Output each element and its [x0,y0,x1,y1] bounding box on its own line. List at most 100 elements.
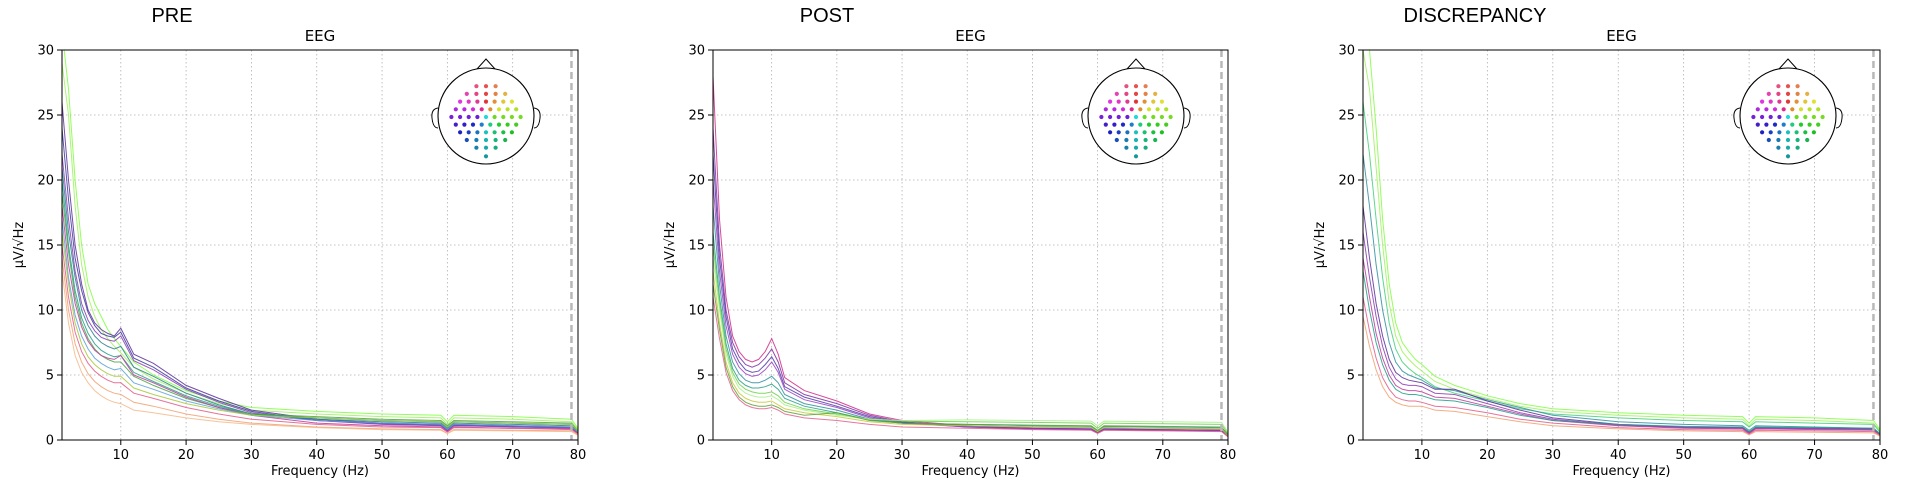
sensor-dot [1785,114,1791,120]
x-tick-label: 60 [439,448,456,463]
sensor-dot [1785,145,1791,150]
head-right-ear [533,107,541,129]
channel-trace [713,153,1228,437]
sensor-dot [493,137,498,143]
sensor-dot [1133,99,1139,104]
sensor-dot [483,130,489,135]
sensor-dot [474,84,479,89]
y-tick-label: 15 [688,239,705,254]
sensor-dot [466,130,471,135]
sensor-dot [492,130,497,135]
sensor-dot [1164,122,1169,127]
sensor-dot [496,107,502,112]
sensor-dot [458,99,463,104]
trace-group [1363,50,1880,437]
sensor-dot [453,122,458,127]
sensor-dot [1112,122,1117,127]
x-tick-label: 30 [894,448,911,463]
sensor-dot [483,91,489,96]
channel-trace [713,179,1228,437]
sensor-dot [492,114,497,120]
sensor-dot [1807,107,1812,112]
sensor-dot [1108,99,1113,104]
x-tick-label: 20 [178,448,195,463]
channel-trace [1363,231,1880,436]
x-tick-label: 10 [763,448,780,463]
y-tick-label: 10 [1338,304,1355,319]
sensor-head-inset [1081,58,1191,165]
sensor-dot [1116,99,1121,104]
channel-trace [1363,316,1880,437]
sensor-dot [1805,91,1810,96]
sensor-dot [493,84,498,89]
sensor-dot [1129,107,1134,112]
y-tick-label: 20 [688,174,705,189]
x-tick-label: 40 [959,448,976,463]
sensor-dot [505,107,510,112]
sensor-dot [1794,99,1799,104]
channel-trace [62,205,578,434]
sensor-dot [501,114,506,120]
x-tick-label: 60 [1741,448,1758,463]
sensor-dot [1755,107,1760,112]
sensor-dot [1124,84,1129,89]
sensor-dot [1795,84,1800,89]
sensor-dot [1159,99,1164,104]
sensor-dot [1116,114,1121,120]
sensor-dot [449,114,454,120]
sensor-dot [1811,99,1816,104]
head-nose [1778,58,1798,70]
y-tick-label: 0 [46,434,54,449]
channel-trace [62,179,578,432]
y-tick-label: 5 [46,369,54,384]
y-tick-label: 15 [37,239,54,254]
sensor-dot [514,122,519,127]
sensor-dot [464,137,469,143]
sensor-dot [1155,122,1160,127]
sensor-dot [1766,137,1771,143]
head-right-ear [1835,107,1843,129]
channel-trace [713,296,1228,438]
head-nose [1126,58,1146,70]
sensor-dot [1798,122,1804,127]
sensor-dot [496,122,502,127]
sensor-dot [1138,107,1143,112]
channel-trace [62,153,578,434]
channel-trace [62,166,578,433]
sensor-dot [470,122,476,127]
sensor-dot [1776,137,1781,143]
sensor-dot [518,114,523,120]
sensor-dot [479,122,484,127]
sensor-dot [1143,137,1148,143]
x-tick-label: 70 [1155,448,1172,463]
sensor-dot [1153,137,1158,143]
sensor-dot [464,91,469,96]
sensor-dot [492,99,497,104]
psd-panel-1: POST EEG 10 20 30 40 50 60 70 80 0 5 10 15 20 25 30 Frequ… [663,5,1236,479]
x-axis-label: Frequency (Hz) [1572,464,1670,479]
axes-title: EEG [1606,27,1637,45]
sensor-dot [1143,84,1148,89]
head-nose [476,58,496,70]
sensor-dot [1760,99,1765,104]
y-axis-label: µV/√Hz [663,222,678,269]
sensor-dot [1133,154,1139,159]
sensor-dot [1777,99,1782,104]
channel-trace [62,244,578,435]
sensor-dot [1099,114,1104,120]
sensor-dot [1120,107,1126,112]
y-tick-label: 10 [688,304,705,319]
sensor-dot [514,107,519,112]
sensor-dot [1129,122,1134,127]
channel-trace [713,231,1228,436]
channel-trace [1363,101,1880,433]
sensor-dot [493,91,498,96]
panel-suptitle: PRE [151,5,192,27]
sensor-head-inset [1733,58,1843,165]
axes-title: EEG [305,27,336,45]
sensor-dot [1805,137,1810,143]
sensor-dot [503,137,508,143]
sensor-dot [1790,122,1795,127]
sensor-dot [483,137,489,143]
